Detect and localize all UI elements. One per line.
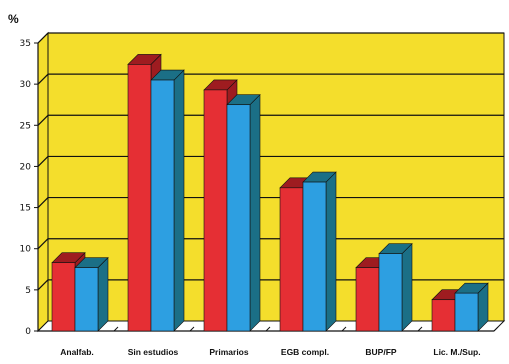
bar-side	[401, 242, 413, 332]
gridline-diagonal	[37, 32, 49, 44]
x-tick-mark	[341, 326, 347, 332]
y-axis-unit-label: %	[8, 12, 19, 26]
plot-back-wall	[47, 32, 505, 322]
y-tick-label: 25	[20, 121, 31, 131]
bar-front	[226, 104, 251, 332]
bar-side	[173, 69, 185, 332]
gridline-diagonal	[37, 73, 49, 85]
bar-2-4	[378, 242, 413, 332]
x-tick-mark	[189, 326, 195, 332]
x-category-label: Analfab.	[60, 347, 94, 357]
bar-front	[378, 253, 403, 332]
x-tick-mark	[493, 326, 499, 332]
x-tick-mark	[265, 326, 271, 332]
bar-front	[74, 267, 99, 332]
bar-side	[97, 256, 109, 332]
gridline-diagonal	[37, 238, 49, 250]
plot-side-wall	[37, 31, 49, 333]
gridline-diagonal	[37, 156, 49, 167]
bar-front	[203, 89, 228, 332]
y-tick-label: 20	[20, 162, 32, 172]
y-tick-label: 30	[20, 80, 32, 90]
x-category-label: Primarios	[209, 347, 248, 357]
y-tick-label: 5	[25, 286, 31, 296]
x-category-label: BUP/FP	[365, 347, 397, 357]
y-tick-label: 10	[20, 245, 32, 255]
bar-front	[127, 64, 152, 332]
y-tick-label: 15	[20, 204, 31, 214]
gridline-diagonal	[37, 197, 49, 208]
bar-side	[325, 171, 337, 332]
x-tick-mark	[417, 326, 423, 332]
bar-2-5	[454, 282, 489, 332]
x-category-label: Lic. M./Sup.	[433, 347, 480, 357]
y-tick-label: 35	[20, 39, 31, 49]
bar-front	[454, 292, 479, 332]
x-category-label: EGB compl.	[281, 347, 329, 357]
y-tick-label: 0	[25, 327, 31, 337]
bar-2-2	[226, 93, 261, 332]
bar-front	[302, 181, 327, 332]
x-tick-mark	[113, 326, 119, 332]
x-category-label: Sin estudios	[128, 347, 179, 357]
bar-front	[355, 267, 380, 332]
bar-2-1	[150, 69, 185, 332]
gridline-diagonal	[37, 279, 49, 291]
bar-front	[279, 187, 304, 332]
bar-2-0	[74, 256, 109, 332]
bar-front	[431, 299, 456, 332]
gridline-diagonal	[37, 114, 49, 126]
bar-2-3	[302, 171, 337, 332]
bar-front	[51, 262, 76, 332]
bar-side	[249, 93, 261, 332]
bar-front	[150, 79, 175, 332]
